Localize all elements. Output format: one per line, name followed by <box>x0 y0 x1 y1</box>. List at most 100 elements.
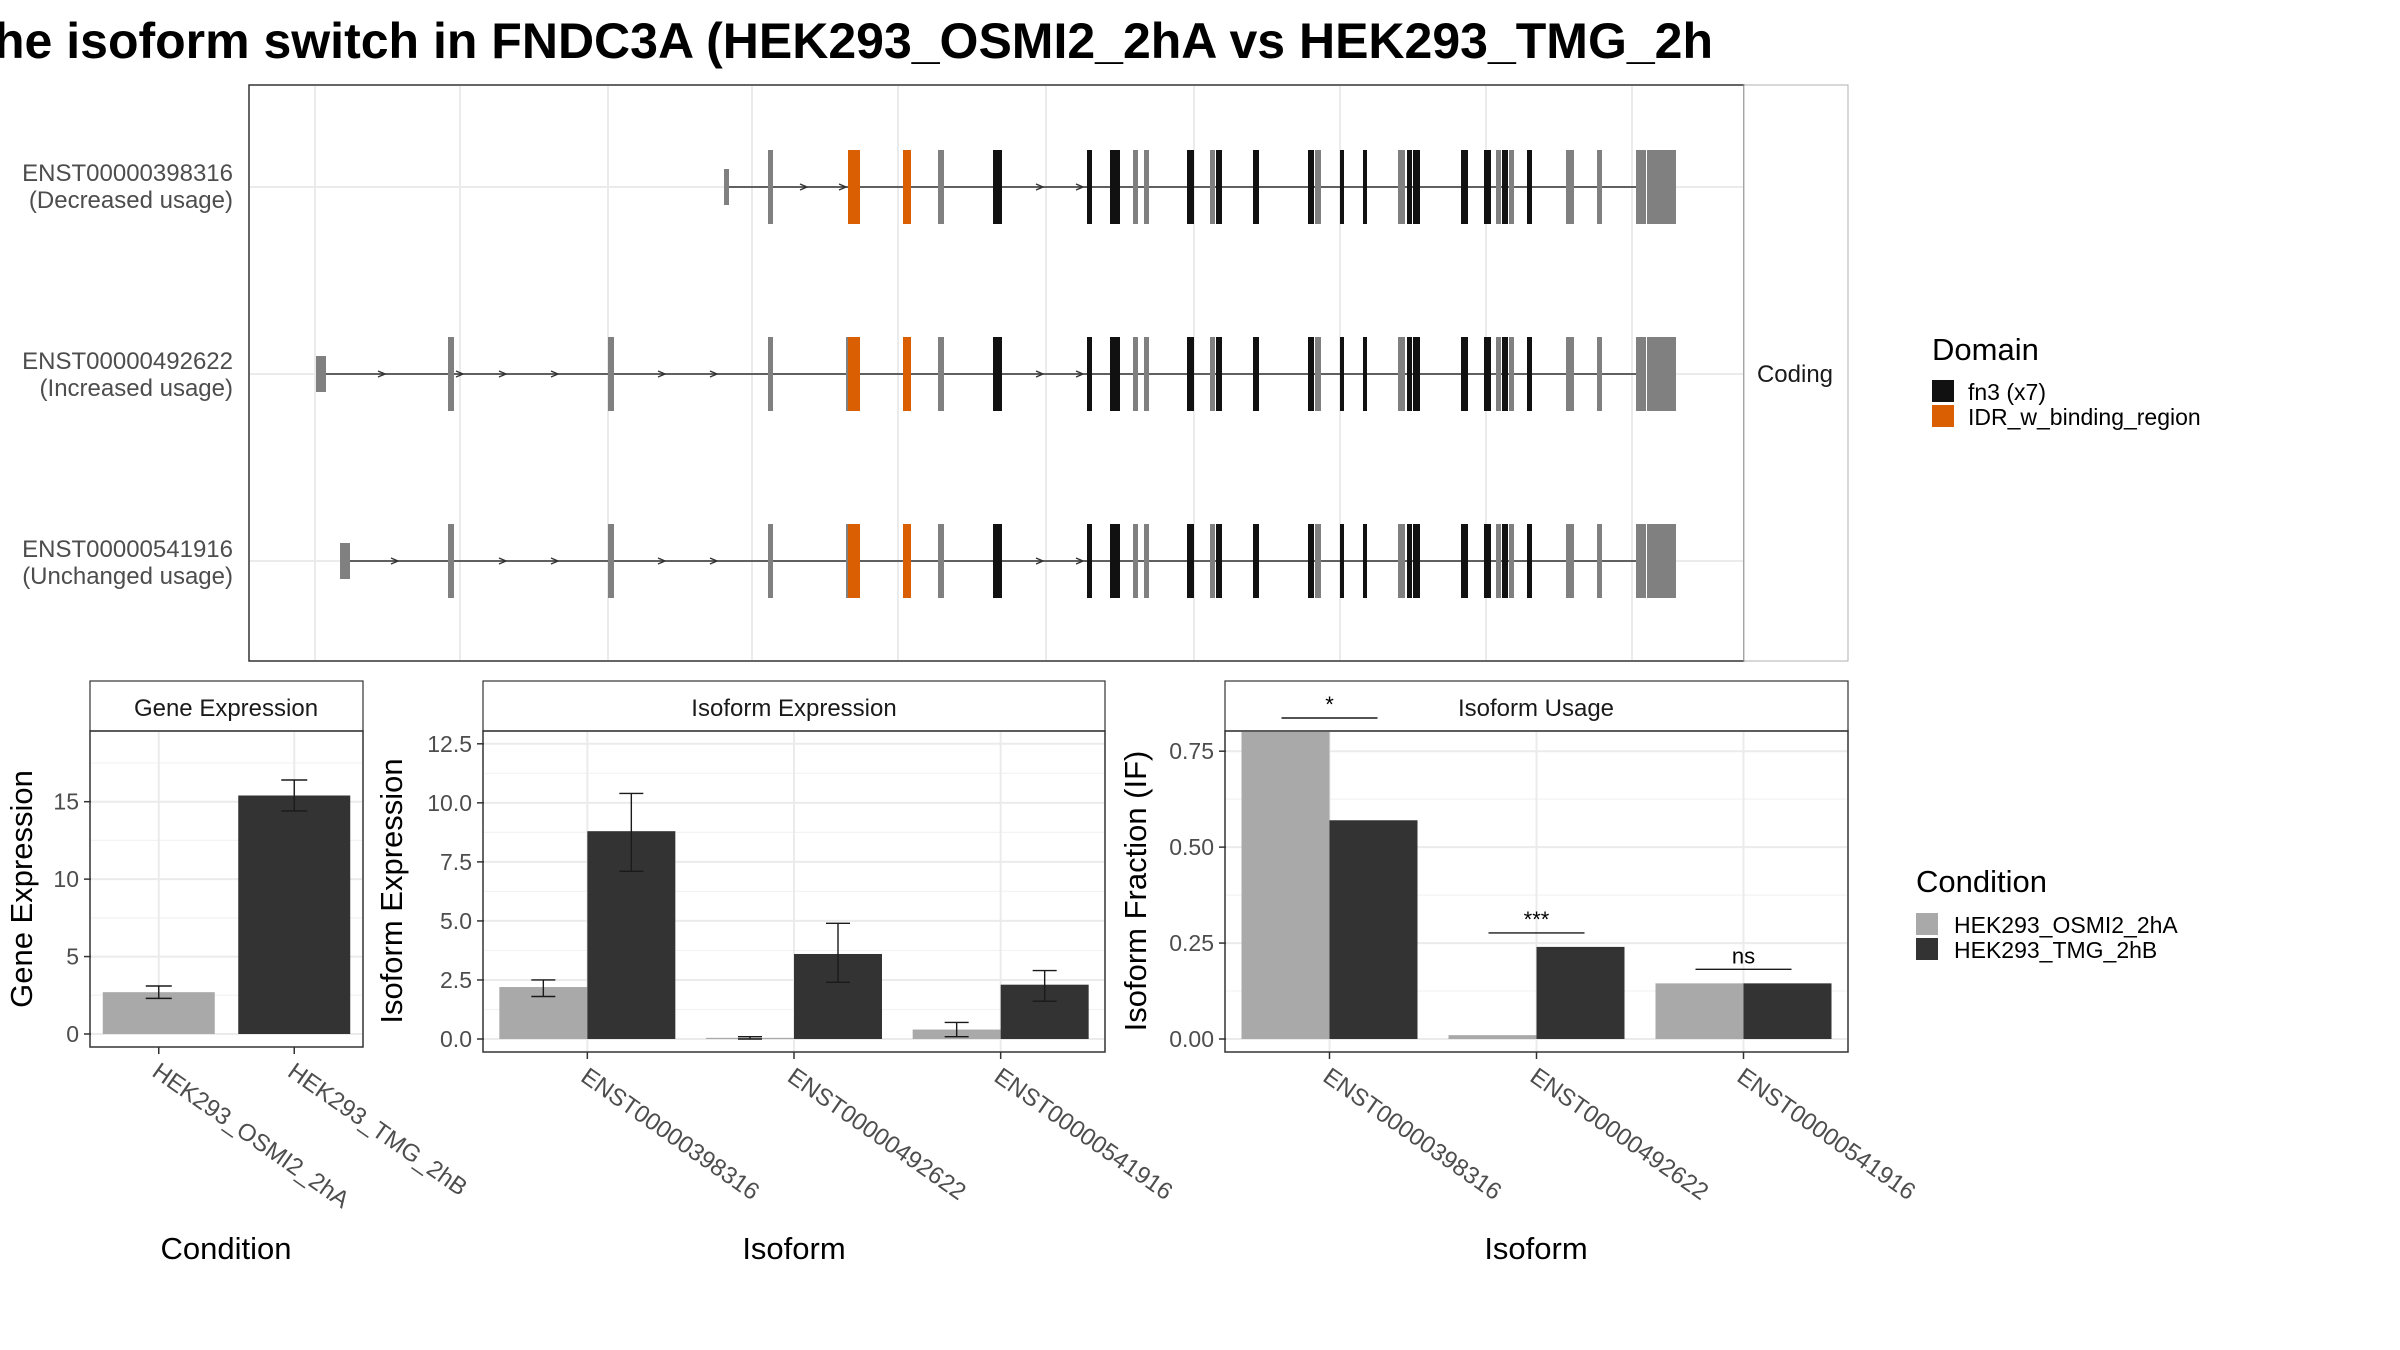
panel-title: Gene Expression <box>134 695 318 722</box>
exon-block <box>938 337 944 411</box>
exon-block <box>1210 337 1215 411</box>
direction-arrow <box>657 370 667 378</box>
direction-arrow <box>390 557 400 565</box>
exon-block <box>608 524 614 598</box>
exon-block <box>1566 150 1574 224</box>
y-tick-label: 0.00 <box>1169 1026 1214 1052</box>
exon-block <box>448 524 454 598</box>
y-axis-ticks: 0.00 0.25 0.50 0.75 <box>1169 738 1226 1052</box>
bar <box>1536 946 1625 1039</box>
y-tick-label: 0.50 <box>1169 834 1214 860</box>
fn3-domain-block <box>993 524 1002 598</box>
domain-legend-title: Domain <box>1932 332 2039 367</box>
exon-block <box>1597 150 1602 224</box>
fn3-domain-block <box>1308 337 1314 411</box>
y-tick-label: 7.5 <box>440 849 472 875</box>
exon-block <box>938 524 944 598</box>
exon-block <box>724 169 729 205</box>
fn3-domain-block <box>1502 150 1508 224</box>
bars <box>1241 732 1832 1039</box>
y-axis-label: Gene Expression <box>4 770 39 1008</box>
facet-strip <box>1743 84 1849 662</box>
exon-block <box>1636 150 1646 224</box>
transcript-usage: (Increased usage) <box>40 375 233 402</box>
fn3-domain-block <box>1087 150 1092 224</box>
bar <box>102 992 215 1034</box>
bar <box>1743 983 1832 1039</box>
exon-gap <box>1646 524 1647 598</box>
exon-block <box>1509 524 1514 598</box>
domain-legend: Domain fn3 (x7) IDR_w_binding_region <box>1932 332 2201 430</box>
y-axis-ticks: 0.0 2.5 5.0 7.5 10.0 12.5 <box>427 731 484 1052</box>
direction-arrow <box>1075 183 1085 191</box>
fn3-domain-block <box>1253 150 1259 224</box>
idr-domain-block <box>903 524 911 598</box>
exon-block <box>1566 524 1574 598</box>
isoform-expression-panel: Isoform Expression 0.02.55.07.510.012.5 … <box>374 680 1177 1266</box>
fn3-domain-block <box>1407 524 1412 598</box>
y-tick-label: 10.0 <box>427 790 472 816</box>
fn3-domain-block <box>1187 337 1194 411</box>
x-tick-label: ENST00000398316 <box>576 1063 764 1206</box>
x-tick-label: ENST00000541916 <box>1732 1063 1920 1206</box>
fn3-domain-block <box>1407 337 1412 411</box>
panel-border <box>89 730 364 1048</box>
fn3-domain-block <box>1527 337 1532 411</box>
exon-block <box>768 150 773 224</box>
direction-arrow <box>455 370 465 378</box>
fn3-domain-block <box>993 150 1002 224</box>
direction-arrow <box>657 557 667 565</box>
exon-block <box>1144 337 1149 411</box>
exon-block <box>608 337 614 411</box>
x-axis-ticks: ENST00000398316 ENST00000492622 ENST000005… <box>1318 1052 1920 1206</box>
fn3-domain-block <box>1340 150 1344 224</box>
fn3-domain-block <box>1110 150 1116 224</box>
direction-arrow <box>1075 557 1085 565</box>
x-tick-label: ENST00000492622 <box>783 1063 971 1206</box>
y-axis-label: Isoform Expression <box>374 758 409 1023</box>
exon-block <box>1398 337 1405 411</box>
bar <box>1448 1035 1537 1039</box>
transcript-id: ENST00000541916 <box>22 536 233 563</box>
panel-strip <box>1224 680 1849 732</box>
fn3-domain-block <box>1253 337 1259 411</box>
fn3-domain-block <box>1363 337 1367 411</box>
panel-title: Isoform Usage <box>1458 695 1614 722</box>
direction-arrow <box>550 557 560 565</box>
direction-arrow <box>498 370 508 378</box>
y-tick-label: 12.5 <box>427 731 472 757</box>
fn3-domain-block <box>1216 524 1222 598</box>
direction-arrow <box>1035 557 1045 565</box>
direction-arrow <box>377 370 387 378</box>
significance-label: ns <box>1732 943 1755 968</box>
y-tick-label: 2.5 <box>440 967 472 993</box>
fn3-domain-block <box>1484 337 1491 411</box>
fn3-domain-block <box>1187 150 1194 224</box>
fn3-domain-block <box>1527 150 1532 224</box>
fn3-domain-block <box>1110 524 1116 598</box>
isoform-usage-panel: Isoform Usage ****ns 0.000.250.500.75 EN… <box>1118 680 1920 1266</box>
panel-strip <box>482 680 1106 732</box>
transcript-track-1 <box>724 150 1676 224</box>
exon-block <box>1133 524 1138 598</box>
idr-domain-block <box>848 337 860 411</box>
exon-block <box>1636 524 1646 598</box>
transcript-label-1: ENST00000398316 (Decreased usage) <box>22 160 233 214</box>
figure-title: he isoform switch in FNDC3A (HEK293_OSMI… <box>0 13 1713 69</box>
fn3-domain-block <box>1484 150 1491 224</box>
facet-label: Coding <box>1757 361 1833 388</box>
y-tick-label: 0.0 <box>440 1026 472 1052</box>
idr-domain-block <box>903 150 911 224</box>
fn3-domain-block <box>1527 524 1532 598</box>
transcript-track-3 <box>340 524 1676 598</box>
transcript-id: ENST00000492622 <box>22 348 233 375</box>
exon-block <box>1315 524 1321 598</box>
fn3-domain-block <box>1363 150 1367 224</box>
y-axis-label: Isoform Fraction (IF) <box>1118 751 1153 1032</box>
legend-label-idr: IDR_w_binding_region <box>1968 404 2201 430</box>
exon-block <box>1144 524 1149 598</box>
exon-block <box>768 337 773 411</box>
condition-legend: Condition HEK293_OSMI2_2hA HEK293_TMG_2h… <box>1916 864 2178 963</box>
direction-arrow <box>498 557 508 565</box>
